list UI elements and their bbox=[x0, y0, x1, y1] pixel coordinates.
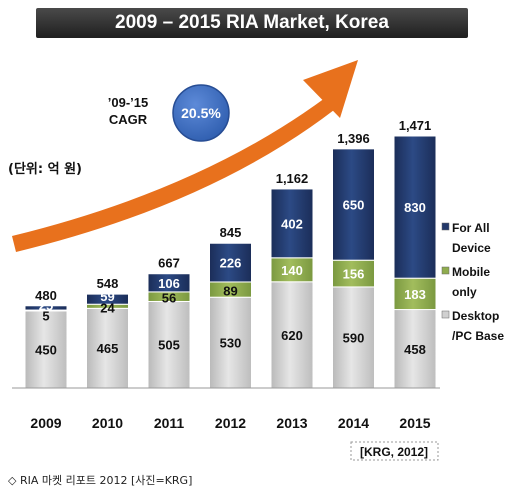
data-label-all-device-2009: 25 bbox=[39, 298, 53, 313]
x-tick-label-2014: 2014 bbox=[338, 415, 369, 431]
data-label-desktop-2010: 465 bbox=[97, 341, 119, 356]
x-tick-label-2013: 2013 bbox=[276, 415, 307, 431]
growth-arrow-body bbox=[12, 98, 334, 252]
bar-segment-desktop-2011 bbox=[147, 300, 191, 389]
data-label-mobile-2009: 5 bbox=[42, 308, 49, 323]
data-label-desktop-2009: 450 bbox=[35, 342, 57, 357]
legend-label-all-device-2: Device bbox=[452, 241, 491, 255]
legend-swatch-mobile bbox=[441, 266, 450, 275]
legend-swatch-all-device bbox=[441, 222, 450, 231]
title-bar: 2009 – 2015 RIA Market, Korea bbox=[36, 8, 468, 38]
cagr-label: CAGR bbox=[109, 112, 148, 127]
legend-label-desktop-2: /PC Base bbox=[452, 329, 504, 343]
data-label-all-device-2011: 106 bbox=[158, 276, 180, 291]
data-label-all-device-2014: 650 bbox=[343, 198, 365, 213]
legend-label-desktop-1: Desktop bbox=[452, 309, 499, 323]
bar-segment-desktop-2009 bbox=[24, 310, 68, 389]
bar-segment-desktop-2013 bbox=[270, 281, 314, 389]
data-label-desktop-2011: 505 bbox=[158, 338, 180, 353]
source-label: [KRG, 2012] bbox=[360, 445, 428, 459]
x-tick-label-2012: 2012 bbox=[215, 415, 246, 431]
bar-segment-all-device-2015 bbox=[393, 135, 437, 279]
total-label-2010: 548 bbox=[97, 276, 119, 291]
growth-arrow-head bbox=[303, 60, 358, 118]
chart-title: 2009 – 2015 RIA Market, Korea bbox=[115, 12, 389, 33]
bar-segment-desktop-2012 bbox=[209, 296, 252, 389]
total-label-2009: 480 bbox=[35, 288, 57, 303]
data-label-mobile-2014: 156 bbox=[343, 267, 365, 282]
data-label-all-device-2012: 226 bbox=[220, 256, 242, 271]
data-label-mobile-2012: 89 bbox=[223, 284, 237, 299]
data-label-mobile-2013: 140 bbox=[281, 263, 303, 278]
total-label-2014: 1,396 bbox=[337, 131, 370, 146]
bar-segment-all-device-2014 bbox=[332, 148, 375, 261]
total-label-2011: 667 bbox=[158, 256, 180, 271]
source-box bbox=[350, 441, 439, 461]
x-tick-label-2009: 2009 bbox=[30, 415, 61, 431]
x-tick-label-2011: 2011 bbox=[154, 415, 185, 431]
data-label-mobile-2011: 56 bbox=[162, 291, 176, 306]
legend-label-mobile-1: Mobile bbox=[452, 265, 490, 279]
total-label-2013: 1,162 bbox=[276, 171, 309, 186]
bar-segment-all-device-2009 bbox=[24, 305, 68, 311]
data-label-all-device-2013: 402 bbox=[281, 216, 303, 231]
total-label-2015: 1,471 bbox=[399, 118, 432, 133]
data-label-mobile-2015: 183 bbox=[404, 287, 426, 302]
bar-segment-all-device-2011 bbox=[147, 273, 191, 293]
legend: For All Device Mobile only Desktop/PC Base bbox=[441, 221, 504, 343]
cagr-value: 20.5% bbox=[181, 105, 221, 121]
data-label-all-device-2010: 59 bbox=[100, 289, 114, 304]
bar-group bbox=[24, 135, 437, 389]
cagr-range: ’09-’15 bbox=[108, 95, 148, 110]
bar-segment-all-device-2010 bbox=[86, 293, 129, 305]
bar-segment-desktop-2015 bbox=[393, 309, 437, 389]
x-tick-label-2010: 2010 bbox=[92, 415, 123, 431]
data-label-all-device-2015: 830 bbox=[404, 200, 426, 215]
bar-segment-mobile-2015 bbox=[393, 277, 437, 311]
bar-segment-all-device-2012 bbox=[209, 242, 252, 283]
x-tick-label-2015: 2015 bbox=[399, 415, 430, 431]
data-label-desktop-2013: 620 bbox=[281, 328, 303, 343]
legend-label-all-device-1: For All bbox=[452, 221, 490, 235]
footer-caption: ◇ RIA 마켓 리포트 2012 [사진=KRG] bbox=[8, 474, 193, 487]
data-label-desktop-2015: 458 bbox=[404, 342, 426, 357]
bar-segment-all-device-2013 bbox=[270, 188, 314, 259]
cagr-circle bbox=[172, 84, 230, 142]
unit-label: (단위: 억 원) bbox=[8, 161, 82, 177]
legend-swatch-desktop bbox=[441, 310, 450, 319]
data-label-desktop-2014: 590 bbox=[343, 330, 365, 345]
bar-segment-desktop-2010 bbox=[86, 307, 129, 389]
total-label-2012: 845 bbox=[220, 225, 242, 240]
data-label-desktop-2012: 530 bbox=[220, 336, 242, 351]
legend-label-mobile-2: only bbox=[452, 285, 477, 299]
data-label-mobile-2010: 24 bbox=[100, 300, 115, 315]
